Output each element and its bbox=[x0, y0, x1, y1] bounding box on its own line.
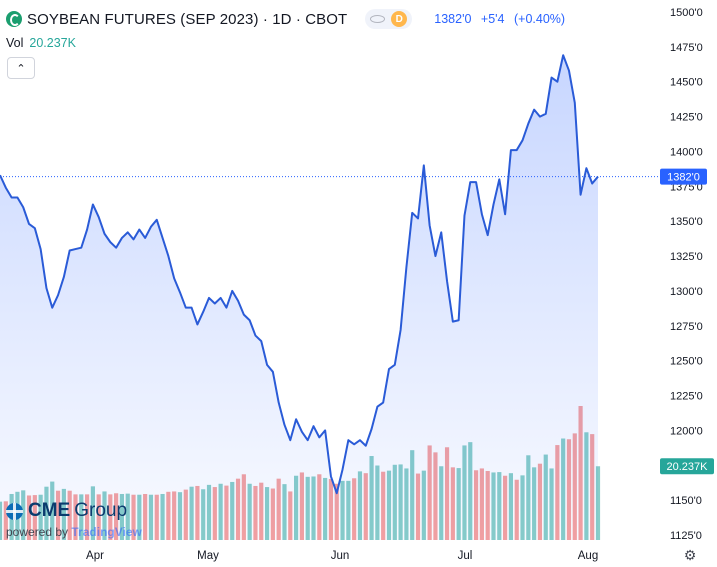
price-tick-label: 1350'0 bbox=[670, 216, 703, 228]
last-price-badge bbox=[660, 168, 707, 185]
price-tick-label: 1225'0 bbox=[670, 391, 703, 403]
time-axis[interactable]: Apr May Jun Jul Aug bbox=[86, 550, 598, 562]
symbol-logo-icon bbox=[6, 11, 22, 27]
settings-gear-icon[interactable]: ⚙ bbox=[683, 547, 697, 563]
cme-logo[interactable]: CME Group powered by TradingView bbox=[6, 500, 142, 539]
powered-by-label: powered by bbox=[6, 525, 69, 539]
legend-title-row: SOYBEAN FUTURES (SEP 2023) · 1D · CBOT D… bbox=[6, 9, 571, 29]
price-axis[interactable]: 1125'01150'01175'01200'01225'01250'01275… bbox=[670, 7, 703, 542]
chevron-up-icon: ⌃ bbox=[16, 62, 26, 75]
price-line bbox=[0, 54, 599, 495]
price-tick-label: 1200'0 bbox=[670, 425, 703, 437]
interval-badge[interactable]: D bbox=[391, 11, 408, 27]
tradingview-brand: TradingView bbox=[71, 525, 142, 539]
price-tick-label: 1425'0 bbox=[670, 112, 703, 124]
price-tick-label: 1450'0 bbox=[670, 77, 703, 89]
volume-label: Vol bbox=[6, 36, 24, 50]
time-tick-label: Apr bbox=[86, 550, 104, 562]
price-tick-label: 1400'0 bbox=[670, 147, 703, 159]
last-price-value: 1382'0 bbox=[434, 12, 472, 26]
price-area-fill bbox=[0, 55, 598, 540]
price-tick-label: 1150'0 bbox=[670, 495, 702, 507]
price-tick-label: 1325'0 bbox=[670, 251, 703, 263]
chart-header: SOYBEAN FUTURES (SEP 2023) · 1D · CBOT D… bbox=[0, 0, 717, 60]
price-tick-label: 1275'0 bbox=[670, 321, 703, 333]
last-price-badge-label: 1382'0 bbox=[667, 172, 700, 184]
axis-badges: 1382'0 20.237K bbox=[660, 168, 714, 475]
price-tick-label: 1500'0 bbox=[670, 7, 703, 19]
price-tick-label: 1125'0 bbox=[670, 530, 702, 542]
price-tick-label: 1475'0 bbox=[670, 42, 703, 54]
powered-by-text[interactable]: powered by TradingView bbox=[6, 525, 142, 539]
cme-logo-text: CME bbox=[28, 500, 71, 521]
cme-logo-row: CME Group bbox=[6, 500, 142, 522]
time-tick-label: Aug bbox=[578, 550, 598, 562]
price-change-value: +5'4 bbox=[480, 12, 505, 26]
price-tick-label: 1300'0 bbox=[670, 286, 703, 298]
volume-badge bbox=[660, 458, 714, 475]
legend-quote: 1382'0 +5'4 (+0.40%) bbox=[434, 12, 571, 26]
eye-icon[interactable] bbox=[370, 15, 386, 23]
cme-globe-icon bbox=[6, 502, 23, 520]
time-tick-label: Jun bbox=[331, 550, 350, 562]
legend-toggles[interactable]: D bbox=[365, 9, 413, 29]
symbol-title[interactable]: SOYBEAN FUTURES (SEP 2023) · 1D · CBOT bbox=[27, 10, 348, 28]
price-change-percent: (+0.40%) bbox=[513, 12, 566, 26]
volume-value: 20.237K bbox=[29, 36, 76, 50]
time-tick-label: Jul bbox=[458, 550, 473, 562]
volume-legend: Vol 20.237K bbox=[6, 36, 76, 50]
cme-logo-group: Group bbox=[74, 500, 128, 521]
time-tick-label: May bbox=[197, 550, 219, 562]
collapse-legend-button[interactable]: ⌃ bbox=[7, 57, 35, 79]
volume-badge-label: 20.237K bbox=[667, 461, 709, 473]
price-tick-label: 1250'0 bbox=[670, 356, 703, 368]
